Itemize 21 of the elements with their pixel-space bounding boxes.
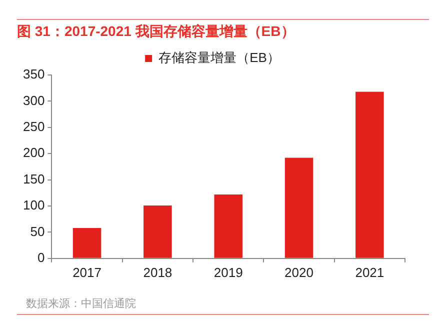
bar xyxy=(144,205,172,258)
y-tick-label: 300 xyxy=(22,92,45,108)
bar xyxy=(214,194,242,258)
x-tick-label: 2019 xyxy=(214,264,243,280)
legend-label: 存储容量增量（EB） xyxy=(158,50,280,66)
bar xyxy=(72,228,102,258)
y-tick-label: 350 xyxy=(22,66,45,82)
x-tick-label: 2020 xyxy=(284,264,314,280)
source-note: 数据来源：中国信通院 xyxy=(17,296,429,315)
chart-title: 图 31：2017-2021 我国存储容量增量（EB） xyxy=(17,19,429,41)
y-tick-label: 150 xyxy=(22,171,45,186)
y-tick-label: 100 xyxy=(22,198,45,213)
x-tick-label: 2018 xyxy=(143,264,172,280)
y-tick-label: 0 xyxy=(37,250,45,265)
y-tick-label: 250 xyxy=(22,118,45,134)
x-tick-label: 2021 xyxy=(355,264,384,280)
bar xyxy=(356,92,384,258)
y-tick-label: 200 xyxy=(22,145,45,160)
bar xyxy=(284,158,314,258)
x-tick-label: 2017 xyxy=(72,264,102,280)
y-tick-label: 50 xyxy=(30,224,45,239)
